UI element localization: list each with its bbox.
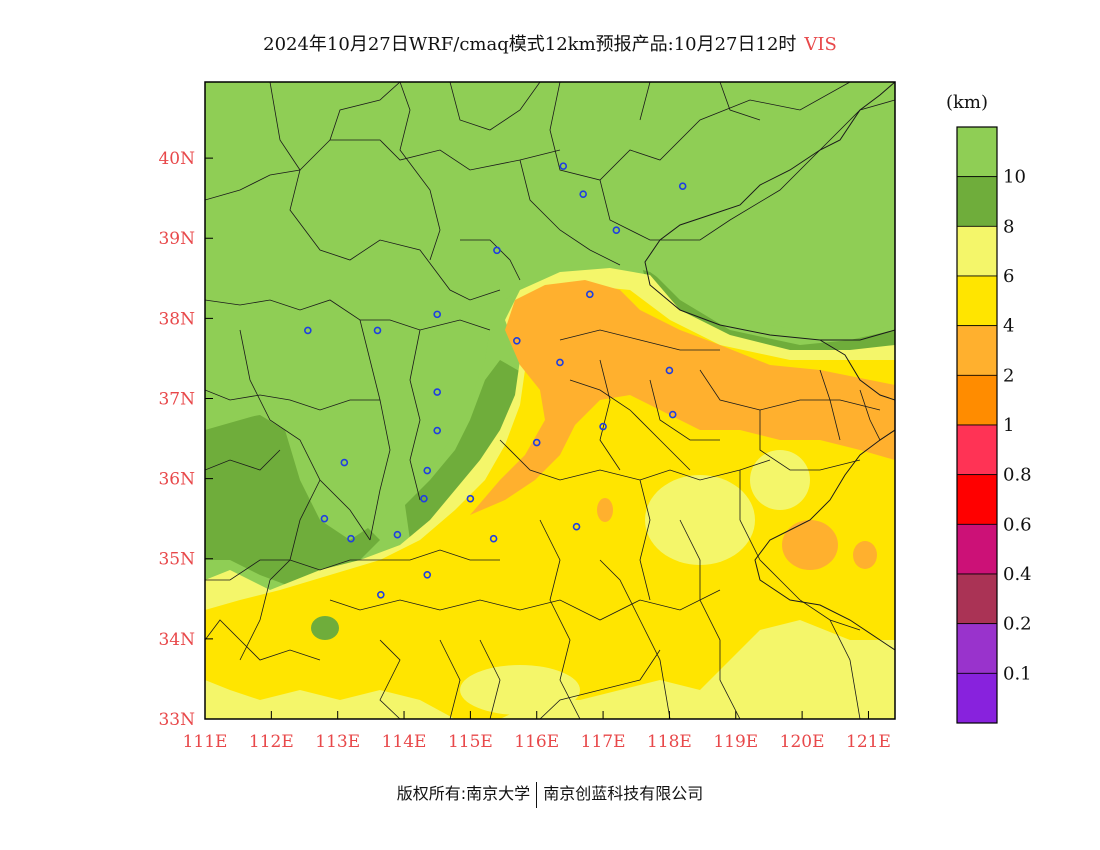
latitude-axis: 33N 34N 35N 36N 37N 38N 39N 40N — [158, 149, 213, 730]
station-markers — [304, 162, 687, 599]
colorbar-swatch — [956, 672, 998, 724]
title-text: 2024年10月27日WRF/cmaq模式12km预报产品:10月27日12时 — [263, 34, 797, 55]
station-marker — [373, 326, 382, 335]
colorbar-swatch — [956, 474, 998, 525]
station-marker — [420, 494, 428, 503]
station-marker — [678, 182, 687, 190]
colorbar-frame — [956, 126, 998, 724]
colorbar-swatch — [956, 523, 998, 575]
station-marker — [320, 514, 329, 523]
vis-patch-6-8-c — [750, 450, 810, 510]
vis-patch-2-4-east — [782, 520, 838, 570]
colorbar-label: 0.2 — [1003, 614, 1032, 635]
station-marker — [466, 494, 475, 503]
station-marker — [665, 366, 674, 375]
vis-patch-6-8-b — [460, 665, 580, 715]
plot-frame — [204, 81, 896, 720]
station-marker — [423, 570, 432, 579]
station-marker — [579, 190, 587, 198]
station-marker — [377, 591, 385, 599]
lat-tick-label: 37N — [158, 389, 195, 409]
vis-patch-8-10-hill — [311, 616, 339, 640]
colorbar-label: 0.4 — [1003, 564, 1032, 585]
lat-tick-label: 40N — [158, 149, 195, 169]
colorbar-label: 0.8 — [1003, 465, 1032, 486]
station-marker — [393, 530, 402, 539]
station-marker — [493, 246, 501, 255]
station-marker — [433, 388, 442, 396]
lat-tick-label: 36N — [158, 470, 195, 490]
colorbar-label: 4 — [1003, 316, 1014, 337]
colorbar-swatch — [956, 623, 998, 674]
station-marker — [433, 310, 442, 319]
colorbar-label: 10 — [1003, 167, 1026, 188]
map-title: 2024年10月27日WRF/cmaq模式12km预报产品:10月27日12时 V… — [0, 30, 1100, 56]
lon-tick-label: 111E — [183, 732, 228, 752]
visibility-field — [205, 82, 895, 719]
station-marker — [572, 522, 581, 531]
station-marker — [532, 438, 541, 447]
station-marker — [423, 466, 432, 475]
vis-patch-2-4-small — [597, 498, 613, 522]
lat-tick-label: 35N — [158, 550, 195, 570]
station-marker — [489, 534, 498, 543]
lon-tick-label: 113E — [315, 732, 360, 752]
colorbar-label: 6 — [1003, 266, 1014, 287]
station-marker — [340, 458, 349, 467]
colorbar-label: 0.1 — [1003, 663, 1032, 684]
lat-tick-label: 34N — [158, 630, 195, 650]
copyright-left: 版权所有:南京大学 — [396, 784, 531, 803]
copyright-separator — [536, 781, 538, 808]
station-marker — [556, 358, 564, 367]
station-marker — [599, 422, 607, 431]
vis-area-8-10-west — [205, 410, 380, 590]
lon-tick-label: 116E — [514, 732, 559, 752]
vis-patch-2-4-coast — [853, 541, 877, 569]
colorbar-swatch — [956, 225, 998, 277]
colorbar-label: 0.6 — [1003, 514, 1032, 535]
station-marker — [433, 426, 442, 435]
vis-area-gt10-north — [205, 82, 895, 540]
station-marker — [304, 326, 312, 335]
colorbar-swatch — [956, 325, 998, 376]
lon-tick-label: 120E — [780, 732, 825, 752]
lat-tick-label: 33N — [158, 710, 195, 730]
copyright-right: 南京创蓝科技有限公司 — [543, 784, 704, 803]
station-marker — [586, 290, 594, 299]
vis-area-8-10-central — [405, 360, 535, 540]
colorbar-label: 8 — [1003, 216, 1014, 237]
colorbar-label: 1 — [1003, 415, 1014, 436]
colorbar-swatch — [956, 573, 998, 625]
colorbar-swatch — [956, 126, 998, 178]
coastline — [644, 82, 895, 651]
longitude-axis: 111E 112E 113E 114E 115E 116E 117E 118E 119E 120E… — [183, 711, 891, 752]
lon-tick-label: 119E — [713, 732, 758, 752]
station-marker — [612, 226, 621, 235]
vis-area-2-4 — [470, 280, 895, 515]
colorbar: (km) 10 8 6 4 2 1 0.8 0.6 0.4 0.2 0.1 — [946, 92, 1032, 724]
lon-tick-label: 117E — [581, 732, 626, 752]
lat-tick-label: 39N — [158, 229, 195, 249]
station-marker — [347, 534, 355, 543]
lon-tick-label: 121E — [846, 732, 891, 752]
colorbar-label: 2 — [1003, 365, 1014, 386]
colorbar-unit: (km) — [946, 92, 988, 113]
colorbar-swatch — [956, 275, 998, 327]
station-marker — [559, 162, 568, 170]
lat-tick-label: 38N — [158, 309, 195, 329]
station-marker — [513, 337, 521, 345]
copyright-footer: 版权所有:南京大学 南京创蓝科技有限公司 — [0, 780, 1100, 808]
vis-patch-6-8-a — [645, 475, 755, 565]
lon-tick-label: 112E — [249, 732, 294, 752]
station-marker — [668, 410, 677, 419]
colorbar-swatch — [956, 424, 998, 476]
colorbar-swatch — [956, 374, 998, 426]
colorbar-swatch — [956, 176, 998, 227]
lon-tick-label: 114E — [382, 732, 427, 752]
admin-boundaries — [205, 82, 895, 719]
lon-tick-label: 118E — [647, 732, 692, 752]
title-variable: VIS — [804, 34, 837, 55]
lon-tick-label: 115E — [448, 732, 493, 752]
